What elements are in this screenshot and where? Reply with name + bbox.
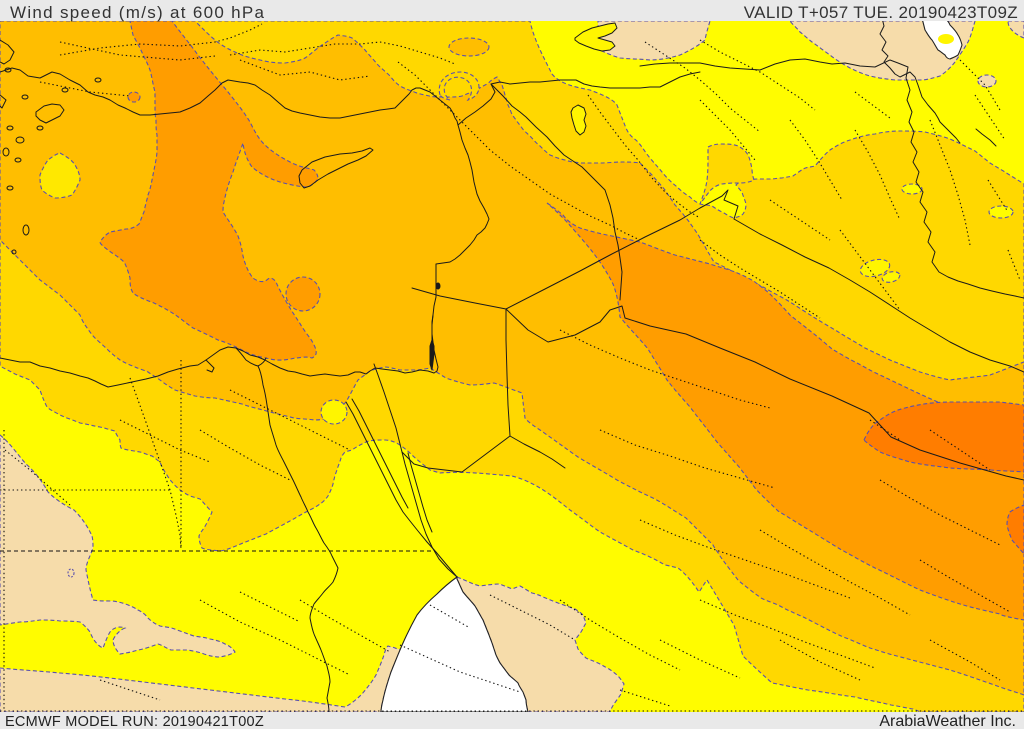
svg-text:VALID T+057 TUE. 20190423T09Z: VALID T+057 TUE. 20190423T09Z	[744, 3, 1018, 22]
svg-text:ECMWF MODEL RUN: 20190421T00Z: ECMWF MODEL RUN: 20190421T00Z	[5, 714, 264, 729]
svg-text:ArabiaWeather Inc.: ArabiaWeather Inc.	[879, 713, 1016, 729]
svg-text:Wind speed (m/s) at 600 hPa: Wind speed (m/s) at 600 hPa	[10, 3, 265, 22]
